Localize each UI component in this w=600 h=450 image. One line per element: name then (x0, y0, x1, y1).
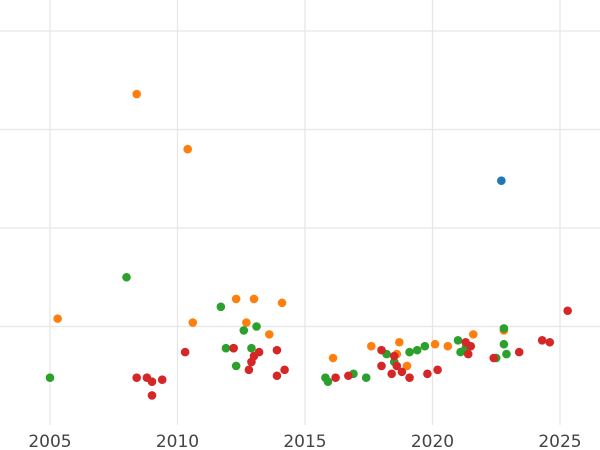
data-point-orange (367, 341, 376, 351)
data-points (45, 89, 572, 400)
data-point-red (180, 347, 190, 357)
x-gridlines (49, 0, 561, 425)
data-point-red (537, 335, 547, 345)
data-point-orange (402, 361, 412, 371)
data-point-red (389, 351, 399, 361)
data-point-red (489, 353, 499, 363)
data-point-red (147, 377, 157, 386)
data-point-red (229, 343, 238, 353)
data-point-green (221, 343, 231, 353)
data-point-red (272, 345, 282, 355)
data-point-green (412, 345, 422, 355)
x-tick-labels: 2005 2010 2015 2020 2025 (28, 432, 581, 450)
data-point-red (272, 371, 282, 381)
data-point-green (502, 349, 511, 359)
data-point-orange (242, 318, 251, 327)
data-point-blue (497, 176, 506, 186)
data-point-orange (265, 330, 274, 339)
data-point-green (247, 343, 256, 353)
data-point-green (239, 326, 249, 335)
data-point-red (545, 337, 555, 347)
data-point-orange (328, 353, 338, 363)
data-point-red (344, 371, 353, 381)
data-point-red (405, 373, 414, 383)
data-point-orange (132, 89, 141, 99)
y-gridlines (0, 30, 600, 328)
x-tick-label: 2005 (28, 432, 71, 450)
data-point-green (45, 373, 55, 383)
data-point-orange (53, 314, 62, 323)
data-point-red (377, 345, 386, 355)
data-point-red (387, 369, 397, 379)
data-point-red (331, 373, 340, 383)
data-point-red (433, 365, 442, 375)
data-point-red (244, 365, 254, 375)
data-point-red (132, 373, 141, 383)
data-point-red (563, 306, 572, 316)
x-tick-label: 2025 (538, 432, 581, 450)
data-point-green (499, 339, 509, 349)
data-point-red (254, 347, 264, 357)
data-point-red (397, 367, 407, 377)
data-point-green (453, 335, 463, 345)
x-tick-label: 2020 (411, 432, 454, 450)
data-point-orange (188, 318, 198, 327)
x-tick-label: 2010 (156, 432, 199, 450)
data-point-red (423, 369, 432, 379)
data-point-red (280, 365, 289, 375)
data-point-red (392, 361, 402, 371)
data-point-red (157, 375, 167, 384)
data-point-orange (231, 294, 241, 304)
data-point-orange (249, 294, 259, 304)
data-point-orange (395, 337, 404, 347)
data-point-green (499, 324, 509, 333)
data-point-green (405, 347, 414, 357)
data-point-red (514, 347, 524, 357)
data-point-red (463, 349, 473, 359)
data-point-red (466, 341, 476, 351)
data-point-red (147, 391, 157, 400)
data-point-orange (183, 144, 192, 154)
data-point-orange (443, 341, 453, 351)
data-point-orange (277, 298, 287, 308)
data-point-green (252, 322, 261, 331)
data-point-orange (430, 339, 440, 349)
data-point-green (323, 377, 333, 386)
data-point-green (420, 341, 430, 351)
data-point-green (122, 272, 131, 282)
data-point-green (216, 302, 226, 312)
data-point-orange (469, 330, 478, 339)
x-tick-label: 2015 (283, 432, 326, 450)
data-point-red (377, 361, 386, 371)
data-point-green (231, 361, 241, 371)
data-point-green (361, 373, 371, 383)
